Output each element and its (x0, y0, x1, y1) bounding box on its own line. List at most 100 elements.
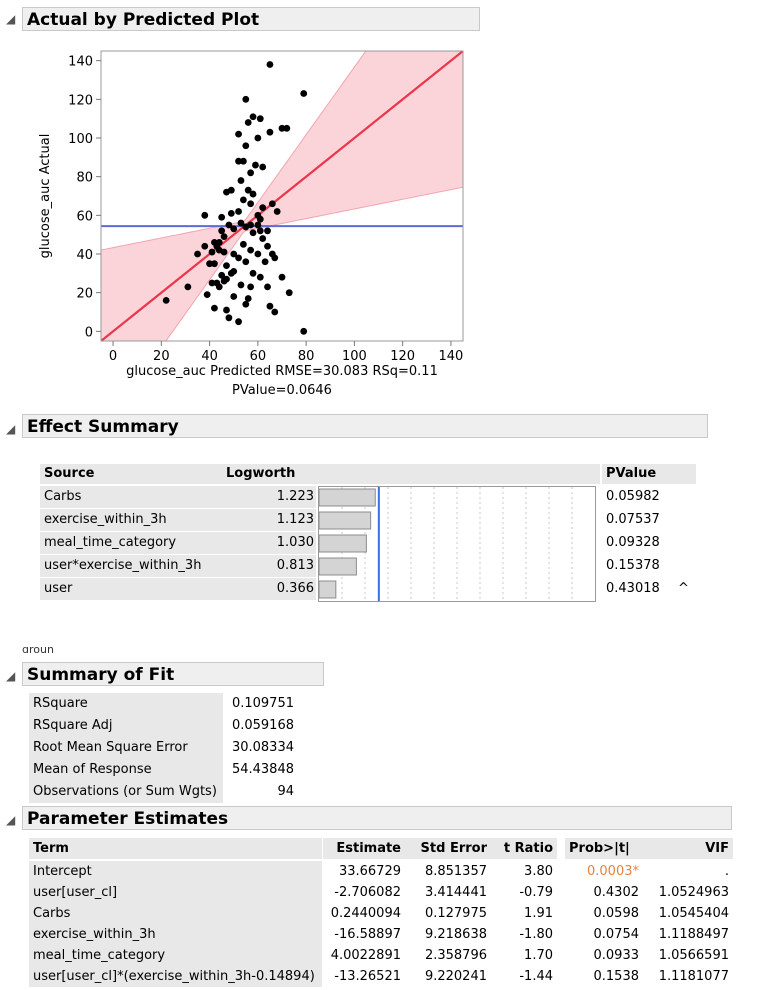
data-point[interactable] (239, 157, 247, 165)
data-point[interactable] (239, 196, 247, 204)
col-tratio-header[interactable]: t Ratio (491, 838, 557, 859)
data-point[interactable] (273, 208, 281, 215)
data-point[interactable] (244, 295, 252, 302)
data-point[interactable] (220, 233, 228, 241)
data-point[interactable] (256, 227, 264, 235)
data-point[interactable] (237, 219, 245, 227)
data-point[interactable] (259, 163, 267, 171)
data-point[interactable] (223, 188, 230, 196)
data-point[interactable] (266, 302, 274, 310)
data-point[interactable] (230, 268, 238, 275)
data-point[interactable] (278, 273, 286, 281)
data-point[interactable] (249, 229, 257, 237)
data-point[interactable] (268, 200, 276, 208)
effect-summary-header[interactable]: Effect Summary (22, 414, 708, 438)
data-point[interactable] (201, 211, 209, 219)
data-point[interactable] (230, 225, 238, 233)
pe-row[interactable]: Intercept 33.66729 8.851357 3.80 0.0003*. (29, 861, 733, 882)
data-point[interactable] (271, 308, 279, 316)
data-point[interactable] (264, 283, 271, 291)
data-point[interactable] (208, 248, 216, 256)
data-point[interactable] (300, 90, 308, 97)
pe-row[interactable]: user[user_cl]*(exercise_within_3h-0.1489… (29, 966, 733, 987)
col-source-header[interactable]: Source (40, 464, 220, 484)
pe-row[interactable]: exercise_within_3h -16.58897 9.218638 -1.80… (29, 924, 733, 945)
data-point[interactable] (256, 115, 264, 123)
data-point[interactable] (271, 254, 279, 262)
data-point[interactable] (218, 227, 226, 235)
data-point[interactable] (242, 95, 250, 103)
data-point[interactable] (285, 289, 293, 297)
data-point[interactable] (235, 254, 242, 262)
data-point[interactable] (242, 142, 250, 150)
data-point[interactable] (218, 271, 226, 279)
data-point[interactable] (261, 258, 269, 266)
data-point[interactable] (254, 221, 262, 229)
parameter-estimates-header[interactable]: Parameter Estimates (22, 806, 732, 830)
col-pvalue-header[interactable]: PValue (602, 464, 678, 484)
data-point[interactable] (225, 314, 233, 322)
col-logworth-header[interactable]: Logworth (218, 464, 324, 484)
data-point[interactable] (227, 210, 235, 217)
data-point[interactable] (235, 318, 242, 326)
data-point[interactable] (213, 279, 221, 287)
data-point[interactable] (235, 130, 242, 138)
data-point[interactable] (162, 297, 170, 304)
data-point[interactable] (256, 273, 264, 281)
data-point[interactable] (194, 250, 201, 258)
actual-by-predicted-header[interactable]: Actual by Predicted Plot (22, 7, 480, 31)
disclosure-triangle-icon[interactable]: ◢ (6, 669, 16, 683)
data-point[interactable] (184, 283, 192, 291)
data-point[interactable] (300, 327, 308, 335)
data-point[interactable] (244, 119, 252, 126)
data-point[interactable] (266, 128, 274, 136)
data-point[interactable] (239, 240, 247, 248)
data-point[interactable] (220, 248, 228, 256)
data-point[interactable] (201, 242, 209, 250)
summary-of-fit-header[interactable]: Summary of Fit (22, 662, 324, 686)
data-point[interactable] (237, 177, 245, 184)
data-point[interactable] (259, 204, 267, 212)
col-stderr-header[interactable]: Std Error (405, 838, 491, 859)
data-point[interactable] (266, 61, 274, 68)
data-point[interactable] (249, 269, 257, 277)
disclosure-triangle-icon[interactable]: ◢ (6, 813, 16, 827)
pe-row[interactable]: Carbs 0.2440094 0.127975 1.91 0.0598 1.054540… (29, 903, 733, 924)
data-point[interactable] (206, 260, 214, 268)
data-point[interactable] (225, 221, 233, 229)
data-point[interactable] (208, 279, 216, 287)
data-point[interactable] (259, 235, 267, 242)
data-point[interactable] (254, 250, 262, 258)
disclosure-triangle-icon[interactable]: ◢ (6, 422, 16, 436)
data-point[interactable] (252, 161, 259, 169)
data-point[interactable] (223, 262, 230, 269)
data-point[interactable] (220, 277, 228, 285)
data-point[interactable] (211, 260, 218, 268)
data-point[interactable] (230, 293, 238, 300)
col-estimate-header[interactable]: Estimate (323, 838, 405, 859)
data-point[interactable] (215, 239, 223, 246)
pe-row[interactable]: meal_time_category 4.0022891 2.358796 1.70 0… (29, 945, 733, 966)
data-point[interactable] (235, 208, 242, 215)
col-term-header[interactable]: Term (29, 838, 322, 859)
data-point[interactable] (242, 300, 250, 308)
data-point[interactable] (278, 124, 286, 132)
data-point[interactable] (235, 157, 242, 165)
data-point[interactable] (244, 186, 252, 194)
col-prob-header[interactable]: Prob>|t| (565, 838, 647, 859)
data-point[interactable] (247, 169, 255, 177)
data-point[interactable] (247, 200, 255, 208)
disclosure-triangle-icon[interactable]: ◢ (6, 12, 16, 26)
data-point[interactable] (218, 213, 226, 221)
data-point[interactable] (256, 215, 264, 223)
data-point[interactable] (230, 250, 238, 258)
data-point[interactable] (223, 306, 230, 314)
data-point[interactable] (247, 283, 255, 291)
col-vif-header[interactable]: VIF (647, 838, 733, 859)
data-point[interactable] (247, 246, 255, 254)
data-point[interactable] (247, 221, 255, 229)
data-point[interactable] (264, 227, 271, 235)
data-point[interactable] (254, 134, 262, 142)
data-point[interactable] (249, 190, 257, 198)
data-point[interactable] (203, 291, 211, 298)
